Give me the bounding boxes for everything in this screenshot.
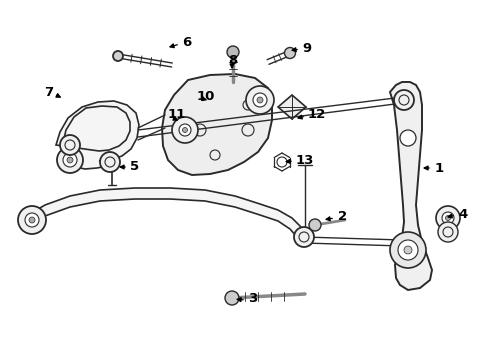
Text: 6: 6 xyxy=(182,36,191,49)
Circle shape xyxy=(399,130,415,146)
Circle shape xyxy=(63,153,77,167)
Circle shape xyxy=(245,86,273,114)
Circle shape xyxy=(57,147,83,173)
Polygon shape xyxy=(389,82,431,290)
Text: 9: 9 xyxy=(302,41,310,54)
Circle shape xyxy=(441,212,453,224)
Circle shape xyxy=(100,152,120,172)
Circle shape xyxy=(389,232,425,268)
Circle shape xyxy=(172,117,198,143)
Polygon shape xyxy=(28,188,305,243)
Circle shape xyxy=(29,217,35,223)
Circle shape xyxy=(25,213,39,227)
Text: 12: 12 xyxy=(307,108,325,122)
Polygon shape xyxy=(162,74,271,175)
Circle shape xyxy=(393,90,413,110)
Polygon shape xyxy=(56,101,139,169)
Text: 11: 11 xyxy=(168,108,186,122)
Text: 3: 3 xyxy=(247,292,257,306)
Circle shape xyxy=(293,227,313,247)
Text: 5: 5 xyxy=(130,161,139,174)
Polygon shape xyxy=(278,95,305,119)
Circle shape xyxy=(60,135,80,155)
Text: 7: 7 xyxy=(44,85,53,99)
Circle shape xyxy=(397,240,417,260)
Text: 1: 1 xyxy=(434,162,443,175)
Text: 4: 4 xyxy=(457,207,467,220)
Circle shape xyxy=(226,46,239,58)
Circle shape xyxy=(437,222,457,242)
Circle shape xyxy=(224,291,239,305)
Circle shape xyxy=(257,97,263,103)
Text: 10: 10 xyxy=(197,90,215,103)
Circle shape xyxy=(403,246,411,254)
Circle shape xyxy=(179,124,191,136)
Text: 8: 8 xyxy=(227,54,237,67)
Circle shape xyxy=(284,48,295,58)
Circle shape xyxy=(308,219,320,231)
Circle shape xyxy=(18,206,46,234)
Circle shape xyxy=(67,157,73,163)
Text: 2: 2 xyxy=(337,210,346,222)
Text: 13: 13 xyxy=(295,153,314,166)
Circle shape xyxy=(182,127,187,132)
Circle shape xyxy=(445,216,449,220)
Circle shape xyxy=(252,93,266,107)
Circle shape xyxy=(435,206,459,230)
Circle shape xyxy=(113,51,123,61)
